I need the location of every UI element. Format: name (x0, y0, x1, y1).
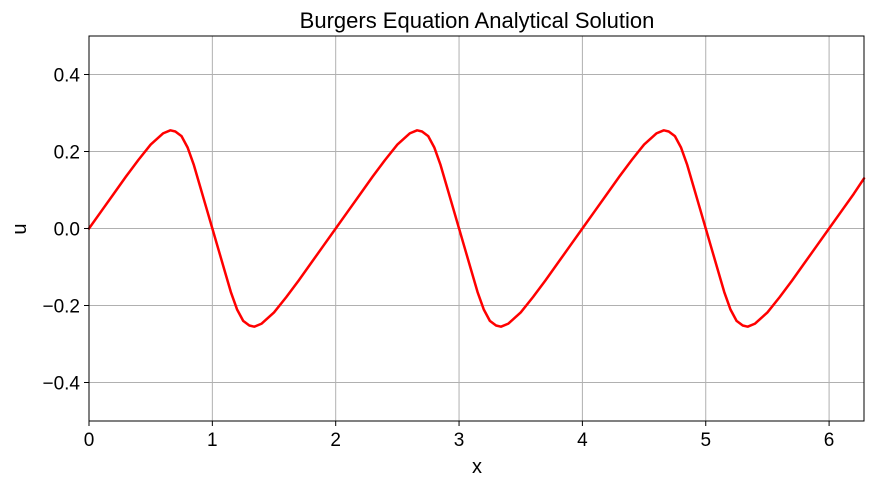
y-tick-label: 0.2 (54, 143, 80, 164)
x-tick-label: 3 (454, 430, 465, 451)
x-axis-label: x (472, 456, 482, 478)
x-tick-label: 5 (700, 430, 711, 451)
chart-title: Burgers Equation Analytical Solution (300, 8, 655, 33)
x-tick-label: 0 (84, 430, 95, 451)
x-tick-label: 6 (824, 430, 835, 451)
grid (88, 36, 864, 421)
y-tick-label: −0.2 (42, 297, 80, 318)
series-line (87, 129, 866, 328)
y-tick-label: −0.4 (42, 374, 80, 395)
x-tick-label: 2 (330, 430, 341, 451)
ticks: 0 1 2 3 4 5 6 −0.4 −0.2 0.0 0.2 0.4 (42, 66, 834, 452)
series-layer (87, 129, 866, 328)
x-tick-label: 4 (577, 430, 588, 451)
y-tick-label: 0.0 (54, 220, 80, 241)
y-tick-label: 0.4 (54, 66, 81, 87)
y-axis-label: u (9, 223, 31, 234)
x-tick-label: 1 (207, 430, 218, 451)
